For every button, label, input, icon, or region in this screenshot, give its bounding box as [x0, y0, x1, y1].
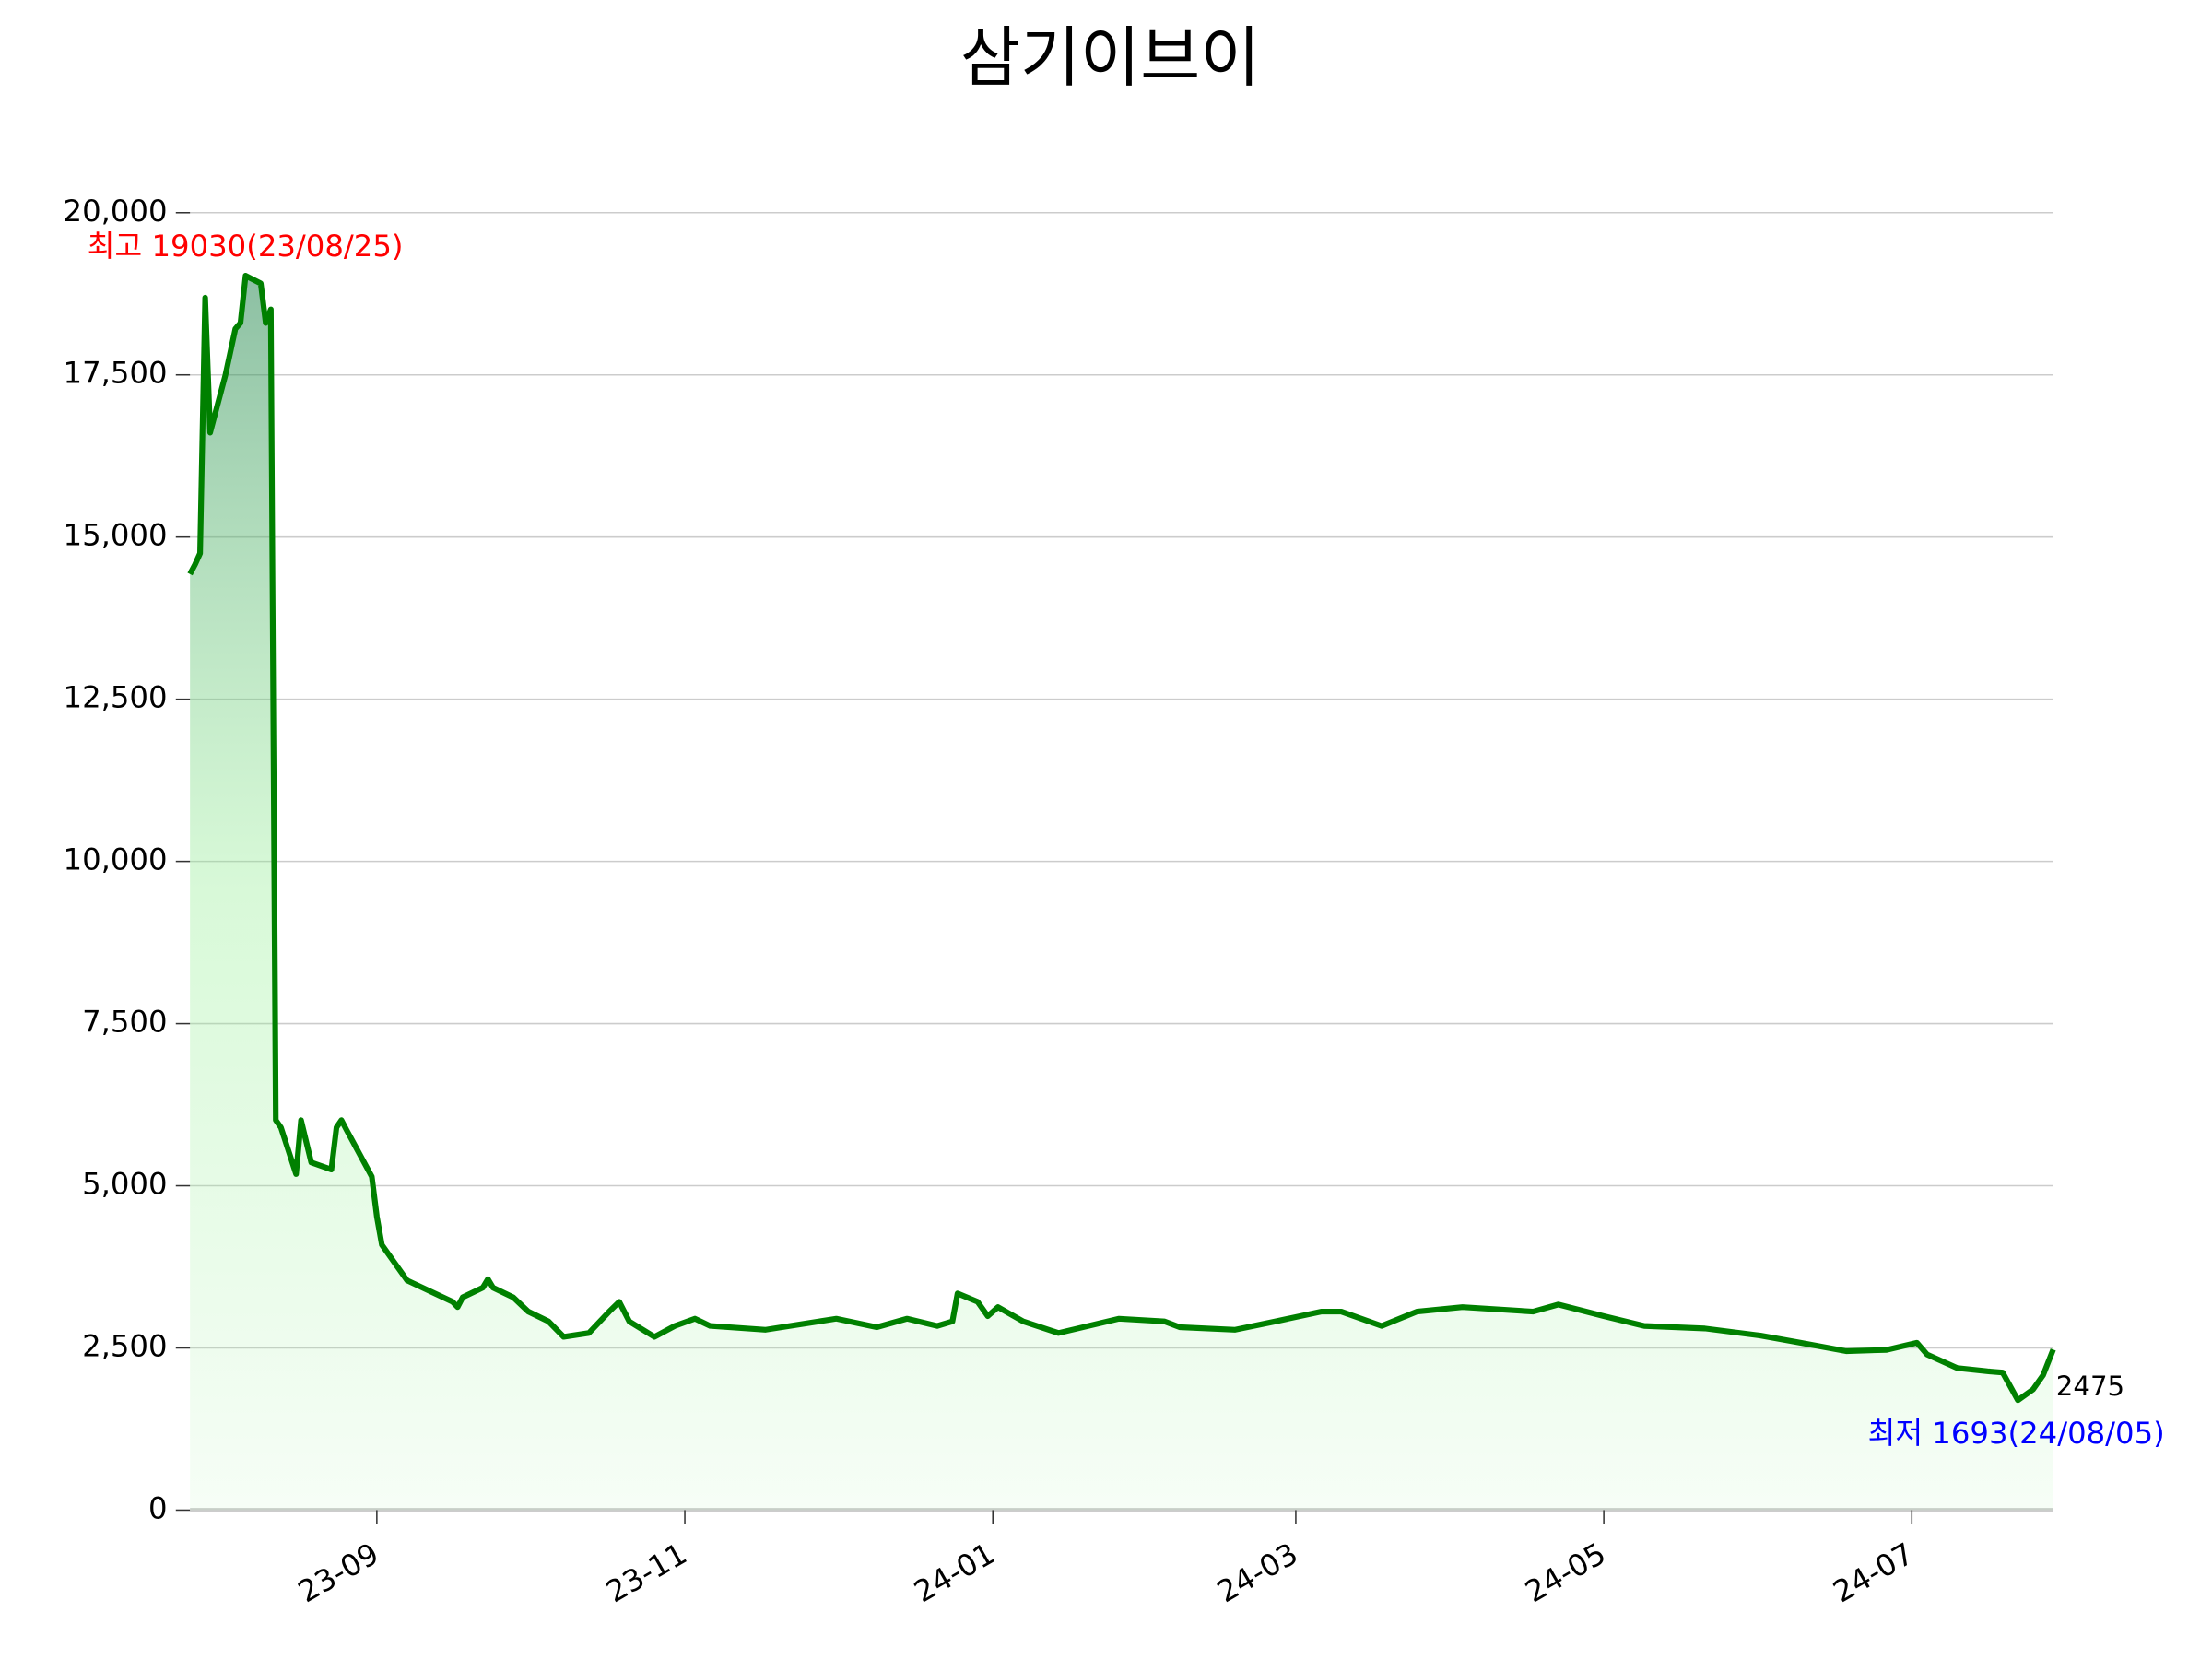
x-tick-label: 23-11 — [600, 1535, 692, 1609]
y-tick-label: 15,000 — [64, 518, 168, 553]
area — [190, 276, 2053, 1511]
line — [187, 273, 2056, 1404]
x-tick-label: 24-01 — [908, 1535, 1000, 1609]
max-annotation: 최고 19030(23/08/25) — [88, 229, 404, 264]
x-tick-label: 24-03 — [1211, 1535, 1303, 1609]
y-tick-label: 12,500 — [64, 680, 168, 715]
x-tick-label: 23-09 — [292, 1535, 384, 1609]
y-tick-label: 7,500 — [82, 1005, 167, 1040]
y-tick-label: 0 — [148, 1490, 168, 1525]
last-value-label: 2475 — [2056, 1371, 2124, 1402]
y-tick-label: 20,000 — [64, 194, 168, 229]
min-annotation: 최저 1693(24/08/05) — [1868, 1416, 2165, 1451]
x-tick-label: 24-05 — [1519, 1535, 1611, 1609]
y-tick-label: 5,000 — [82, 1167, 167, 1202]
y-tick-label: 10,000 — [64, 842, 168, 877]
y-tick-label: 2,500 — [82, 1329, 167, 1364]
x-tick-label: 24-07 — [1828, 1535, 1920, 1609]
y-tick-label: 17,500 — [64, 356, 168, 391]
chart-title: 삼기이브이 — [960, 19, 1260, 96]
